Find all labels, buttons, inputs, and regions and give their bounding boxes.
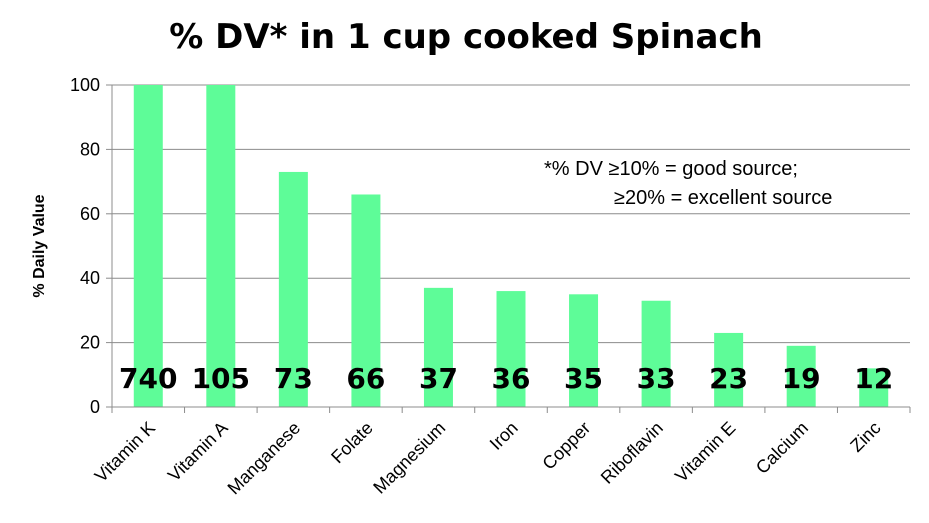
x-tick-label: Calcium bbox=[752, 418, 812, 478]
x-tick-label: Iron bbox=[486, 418, 522, 454]
x-tick-label: Folate bbox=[327, 418, 377, 468]
bar bbox=[859, 368, 889, 407]
data-label: 73 bbox=[274, 362, 313, 395]
data-label: 37 bbox=[419, 362, 458, 395]
y-axis-ticks: 0 20 40 60 80 100 bbox=[70, 75, 113, 417]
bar bbox=[641, 300, 671, 407]
bar bbox=[786, 345, 816, 407]
bar bbox=[278, 171, 308, 407]
bar bbox=[569, 294, 599, 407]
data-label: 740 bbox=[119, 362, 177, 395]
x-tick-label: Manganese bbox=[224, 418, 305, 499]
y-tick-label: 100 bbox=[70, 75, 100, 95]
bars bbox=[133, 85, 889, 407]
data-label: 12 bbox=[854, 362, 893, 395]
bar bbox=[496, 291, 526, 407]
data-label: 19 bbox=[782, 362, 821, 395]
y-axis-label: % Daily Value bbox=[31, 194, 48, 297]
y-tick-label: 20 bbox=[80, 333, 100, 353]
bar bbox=[423, 287, 453, 407]
x-tick-label: Copper bbox=[538, 418, 594, 474]
data-labels: 740 105 73 66 37 36 35 33 23 19 12 bbox=[119, 362, 893, 395]
data-label: 105 bbox=[192, 362, 250, 395]
bar bbox=[206, 85, 236, 407]
y-tick-label: 60 bbox=[80, 204, 100, 224]
y-tick-label: 40 bbox=[80, 268, 100, 288]
data-label: 36 bbox=[492, 362, 531, 395]
x-tick-label: Vitamin A bbox=[164, 418, 232, 486]
bar bbox=[133, 85, 163, 407]
x-tick-label: Vitamin E bbox=[671, 418, 739, 486]
x-tick-label: Riboflavin bbox=[597, 418, 667, 488]
x-tick-label: Vitamin K bbox=[91, 418, 159, 486]
bar bbox=[714, 332, 744, 407]
data-label: 35 bbox=[564, 362, 603, 395]
annotation-line-2: ≥20% = excellent source bbox=[614, 187, 832, 209]
y-tick-label: 0 bbox=[90, 397, 100, 417]
data-label: 66 bbox=[346, 362, 385, 395]
chart-title: % DV* in 1 cup cooked Spinach bbox=[169, 17, 763, 57]
data-label: 23 bbox=[709, 362, 748, 395]
y-tick-label: 80 bbox=[80, 139, 100, 159]
bar bbox=[351, 194, 381, 407]
annotation-line-1: *% DV ≥10% = good source; bbox=[544, 158, 798, 180]
x-tick-label: Zinc bbox=[846, 418, 884, 456]
data-label: 33 bbox=[637, 362, 676, 395]
x-tick-label: Magnesium bbox=[369, 418, 449, 498]
